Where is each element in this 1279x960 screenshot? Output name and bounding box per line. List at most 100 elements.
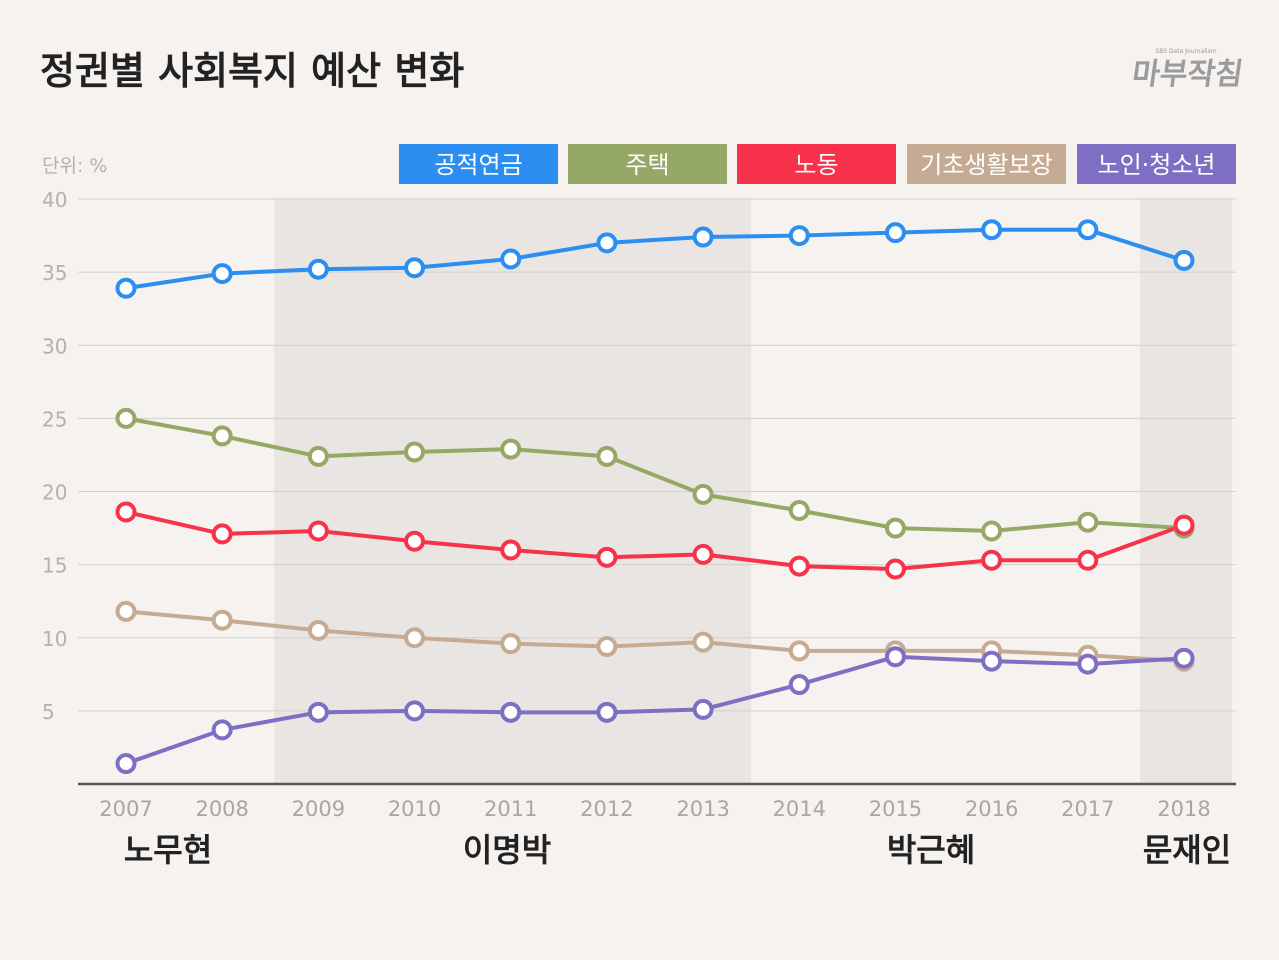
data-point	[500, 438, 522, 460]
data-point	[788, 500, 810, 522]
x-tick-label: 2007	[99, 797, 152, 821]
data-point	[115, 753, 137, 775]
data-point	[1077, 511, 1099, 533]
data-point	[788, 225, 810, 247]
legend-label: 기초생활보장	[920, 151, 1052, 179]
legend-swatch	[568, 144, 727, 184]
y-tick-label: 40	[42, 188, 67, 212]
data-point	[211, 609, 233, 631]
data-point	[692, 483, 714, 505]
legend-swatch	[1077, 144, 1236, 184]
data-point	[307, 445, 329, 467]
legend-label: 공적연금	[434, 151, 522, 179]
y-tick-label: 35	[42, 261, 67, 285]
legend-swatch	[907, 144, 1066, 184]
data-point	[1173, 647, 1195, 669]
data-point	[211, 263, 233, 285]
legend-swatch	[399, 144, 558, 184]
data-point	[596, 546, 618, 568]
data-point	[981, 650, 1003, 672]
data-point	[115, 407, 137, 429]
series-line	[125, 227, 1185, 291]
era-label: 이명박	[463, 831, 551, 869]
data-point	[884, 558, 906, 580]
data-point	[692, 226, 714, 248]
series-line	[125, 416, 1185, 533]
data-point	[404, 530, 426, 552]
data-point	[500, 248, 522, 270]
logo: 마부작침	[1130, 57, 1245, 92]
data-point	[211, 425, 233, 447]
data-point	[500, 633, 522, 655]
data-point	[1077, 653, 1099, 675]
logo-small: SBS Data Journalism	[1155, 48, 1216, 55]
unit-label: 단위: %	[42, 155, 107, 177]
data-point	[404, 257, 426, 279]
data-point	[404, 441, 426, 463]
data-point	[596, 636, 618, 658]
data-point	[981, 520, 1003, 542]
chart-title: 정권별 사회복지 예산 변화	[40, 49, 464, 93]
data-point	[692, 631, 714, 653]
x-tick-label: 2010	[388, 797, 441, 821]
data-point	[115, 600, 137, 622]
era-label: 문재인	[1143, 831, 1231, 869]
y-tick-label: 15	[42, 554, 67, 578]
data-point	[404, 627, 426, 649]
y-tick-label: 20	[42, 481, 67, 505]
data-point	[788, 640, 810, 662]
data-point	[1173, 514, 1195, 536]
data-point	[115, 277, 137, 299]
x-tick-label: 2011	[484, 797, 537, 821]
era-label: 박근혜	[887, 831, 975, 869]
data-point	[788, 674, 810, 696]
y-tick-label: 10	[42, 627, 67, 651]
data-point	[211, 719, 233, 741]
data-point	[788, 555, 810, 577]
x-tick-label: 2018	[1157, 797, 1210, 821]
data-point	[884, 222, 906, 244]
data-point	[596, 701, 618, 723]
data-point	[211, 523, 233, 545]
data-point	[1173, 249, 1195, 271]
era-label: 노무현	[124, 831, 212, 869]
data-point	[307, 619, 329, 641]
series-line	[125, 654, 1185, 766]
legend-label: 노인·청소년	[1097, 151, 1215, 179]
legend-swatch	[737, 144, 896, 184]
data-point	[884, 646, 906, 668]
series-line	[125, 510, 1185, 572]
data-point	[307, 701, 329, 723]
data-point	[307, 258, 329, 280]
data-point	[307, 520, 329, 542]
data-point	[981, 549, 1003, 571]
data-point	[596, 445, 618, 467]
data-point	[692, 543, 714, 565]
data-point	[981, 219, 1003, 241]
y-tick-label: 25	[42, 407, 67, 431]
x-tick-label: 2014	[773, 797, 826, 821]
x-tick-label: 2015	[869, 797, 922, 821]
legend-label: 주택	[625, 151, 669, 179]
y-tick-label: 5	[42, 700, 55, 724]
data-point	[692, 698, 714, 720]
x-tick-label: 2012	[580, 797, 633, 821]
data-point	[500, 701, 522, 723]
x-tick-label: 2009	[292, 797, 345, 821]
data-point	[1077, 549, 1099, 571]
data-point	[884, 517, 906, 539]
data-point	[404, 700, 426, 722]
x-tick-label: 2008	[195, 797, 248, 821]
series-line	[125, 609, 1185, 664]
x-tick-label: 2016	[965, 797, 1018, 821]
y-tick-label: 30	[42, 334, 67, 358]
x-tick-label: 2017	[1061, 797, 1114, 821]
data-point	[596, 232, 618, 254]
data-point	[1077, 219, 1099, 241]
data-point	[115, 501, 137, 523]
data-point	[500, 539, 522, 561]
legend-label: 노동	[794, 151, 838, 179]
x-tick-label: 2013	[676, 797, 729, 821]
